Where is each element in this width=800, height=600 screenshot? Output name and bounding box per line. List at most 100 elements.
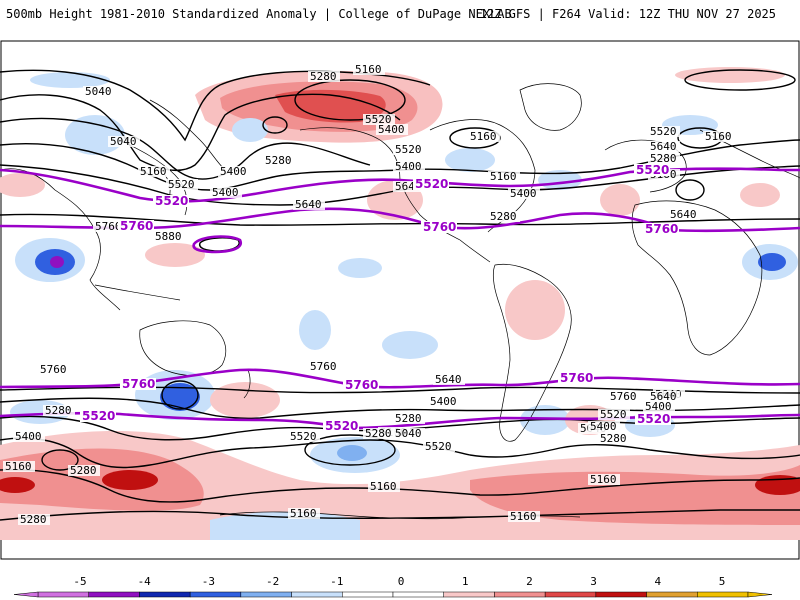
contour-label: 5400 bbox=[212, 186, 239, 199]
contour-label: 5400 bbox=[220, 165, 247, 178]
contour-label-bg bbox=[153, 195, 189, 207]
contour-label: 5400 bbox=[378, 123, 405, 136]
contour-label: 5160 bbox=[5, 460, 32, 473]
colorbar-tick-label: 4 bbox=[654, 575, 661, 588]
anomaly-positive-patch bbox=[145, 243, 205, 267]
contour-label-highlight: 5760 bbox=[423, 220, 456, 234]
contour-label: 5520 bbox=[395, 143, 422, 156]
closed-contour bbox=[684, 69, 796, 91]
contour-label-bg bbox=[648, 153, 680, 164]
contour-label-bg bbox=[263, 155, 295, 166]
contour-label-bg bbox=[288, 431, 320, 442]
contour-label-highlight: 5520 bbox=[325, 419, 358, 433]
colorbar-tick-label: -3 bbox=[202, 575, 215, 588]
contour-label-bg bbox=[648, 126, 680, 137]
contour-label-bg bbox=[118, 220, 154, 232]
chart-title: 500mb Height 1981-2010 Standardized Anom… bbox=[6, 7, 512, 21]
contour-label-highlight: 5520 bbox=[637, 412, 670, 426]
anomaly-negative-patch bbox=[232, 118, 268, 142]
anomaly-positive-npac-max bbox=[275, 89, 386, 123]
contour-label-highlight: 5520 bbox=[415, 177, 448, 191]
contour-label-bg bbox=[68, 465, 100, 476]
colorbar-segment bbox=[240, 591, 292, 598]
contour-label: 5520 bbox=[650, 125, 677, 138]
contour-label-bg bbox=[138, 166, 170, 177]
colorbar-segment bbox=[494, 591, 546, 598]
contour-label: 5040 bbox=[110, 135, 137, 148]
closed-contour bbox=[41, 449, 79, 471]
colorbar-ticks: -5 -4 -3 -2 -1 0 1 2 3 4 5 bbox=[73, 575, 725, 588]
colorbar-tick-label: -2 bbox=[266, 575, 279, 588]
contour-label-bg bbox=[635, 413, 671, 425]
contour-label-bg bbox=[393, 144, 425, 155]
colorbar-segment bbox=[37, 591, 89, 598]
contour-label-bg bbox=[558, 372, 594, 384]
contour-label: 5400 bbox=[395, 160, 422, 173]
contour-label-bg bbox=[13, 431, 45, 442]
colorbar-segment bbox=[342, 591, 394, 598]
contour-label: 5280 bbox=[650, 152, 677, 165]
contour-label-bg bbox=[308, 361, 340, 372]
contour-label: 5640 bbox=[650, 140, 677, 153]
anomaly-negative-patch bbox=[445, 148, 495, 172]
closed-contour bbox=[161, 380, 199, 410]
contour-label-bg bbox=[393, 181, 425, 192]
contour-label-bg bbox=[323, 420, 359, 432]
contour-label-bg bbox=[308, 71, 340, 82]
colorbar-legend: -5 -4 -3 -2 -1 0 1 2 3 4 5 bbox=[13, 575, 773, 598]
contour-label-highlight: 5760 bbox=[120, 219, 153, 233]
contour-label-bg bbox=[343, 379, 379, 391]
contour-label-bg bbox=[598, 409, 630, 420]
colorbar-tick-label: 1 bbox=[462, 575, 469, 588]
contour-label: 5280 bbox=[310, 70, 337, 83]
contour-label-bg bbox=[288, 508, 320, 519]
anomaly-positive-patch bbox=[210, 382, 280, 418]
contour-label-bg bbox=[293, 199, 325, 210]
contour-label-bg bbox=[363, 428, 395, 439]
contour-label-bg bbox=[353, 64, 385, 75]
contour-label-bg bbox=[648, 141, 680, 152]
contour-label: 5400 bbox=[15, 430, 42, 443]
colorbar-tick-label: 2 bbox=[526, 575, 533, 588]
contour-label-bg bbox=[376, 124, 408, 135]
contour-label: 5520 bbox=[600, 408, 627, 421]
contour-label-highlight: 5760 bbox=[645, 222, 678, 236]
contour-label-bg bbox=[393, 428, 425, 439]
contour-label: 5640 bbox=[295, 198, 322, 211]
contour-label: 5640 bbox=[670, 208, 697, 221]
colorbar-segment bbox=[88, 591, 140, 598]
contour-label-bg bbox=[166, 179, 198, 190]
contour-label: 5880 bbox=[155, 230, 182, 243]
contour-label-bg bbox=[634, 164, 670, 176]
contour-label-bg bbox=[588, 421, 620, 432]
contour-label-bg bbox=[393, 413, 425, 424]
anomaly-positive-patch bbox=[0, 173, 45, 197]
contour-label-bg bbox=[598, 433, 630, 444]
contour-label: 5520 bbox=[365, 113, 392, 126]
contour-label-bg bbox=[108, 136, 140, 147]
contour-label: 5640 bbox=[650, 390, 677, 403]
colorbar-min-arrow bbox=[13, 591, 39, 598]
colorbar-tick-label: -1 bbox=[330, 575, 343, 588]
contour-label-bg bbox=[153, 231, 185, 242]
contour-label-bg bbox=[210, 187, 242, 198]
contour-label-bg bbox=[38, 364, 70, 375]
colorbar-segment bbox=[392, 591, 444, 598]
contour-label-bg bbox=[428, 396, 460, 407]
contour-label: 5760 bbox=[610, 390, 637, 403]
contour-label: 5400 bbox=[645, 400, 672, 413]
contour-label-bg bbox=[648, 391, 680, 402]
contour-label-bg bbox=[588, 474, 620, 485]
contour-label: 5280 bbox=[490, 210, 517, 223]
contour-label: 5160 bbox=[510, 510, 537, 523]
contour-label: 5400 bbox=[430, 395, 457, 408]
contour-label: 5160 bbox=[290, 507, 317, 520]
contour-label-highlight: 5520 bbox=[155, 194, 188, 208]
contour-label-bg bbox=[43, 405, 75, 416]
anomaly-negative-asia-core bbox=[50, 256, 64, 268]
contour-label: 5280 bbox=[600, 432, 627, 445]
colorbar-segment bbox=[595, 591, 647, 598]
colorbar-segment bbox=[544, 591, 597, 598]
closed-contour bbox=[675, 179, 705, 201]
